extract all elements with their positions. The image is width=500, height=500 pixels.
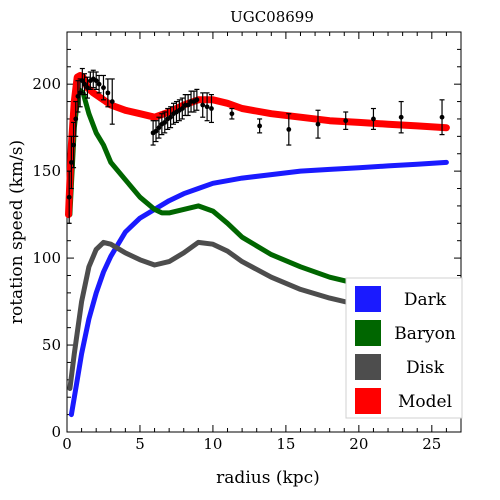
data-point [79, 78, 85, 84]
legend: Dark Baryon Disk Model [345, 277, 463, 419]
data-point [343, 118, 349, 124]
data-point [398, 114, 404, 120]
y-axis-label: rotation speed (km/s) [7, 140, 27, 324]
legend-label-dark: Dark [404, 290, 447, 310]
legend-swatch-baryon [355, 320, 381, 346]
x-tick-label: 15 [276, 435, 295, 453]
data-point [257, 123, 263, 129]
y-tick-label: 150 [32, 162, 61, 180]
series-line-baryon [67, 86, 449, 298]
legend-label-baryon: Baryon [394, 324, 456, 344]
data-point [229, 111, 235, 117]
series-line-disk [67, 239, 449, 391]
y-tick-label: 100 [32, 249, 61, 267]
data-point [105, 90, 111, 96]
data-point [168, 114, 174, 120]
data-point [371, 116, 376, 122]
data-point [93, 78, 99, 84]
data-point [75, 93, 81, 99]
data-point [71, 142, 76, 148]
y-axis: 0 50 100 150 200 [32, 48, 461, 441]
plot-frame [66, 31, 462, 433]
data-point [96, 81, 102, 87]
series-line-dark [68, 159, 449, 418]
data-point [101, 85, 106, 91]
data-point [179, 106, 185, 111]
data-point [185, 102, 191, 108]
x-tick-label: 25 [422, 435, 441, 453]
x-axis: 0 5 10 15 20 25 [62, 32, 447, 453]
data-point [439, 114, 445, 120]
y-tick-label: 50 [42, 336, 61, 354]
x-tick-label: 0 [62, 435, 72, 453]
data-point [162, 120, 168, 125]
legend-label-disk: Disk [406, 358, 445, 378]
data-point [153, 128, 159, 134]
data-point [156, 125, 162, 131]
data-point [200, 102, 206, 108]
data-point [82, 81, 87, 87]
data-point [286, 126, 292, 132]
x-tick-label: 5 [135, 435, 145, 453]
data-point [109, 99, 115, 104]
legend-swatch-disk [355, 354, 381, 380]
x-tick-label: 20 [349, 435, 368, 453]
observations-layer [66, 67, 445, 224]
series-line-model [65, 72, 450, 219]
x-tick-label: 10 [203, 435, 222, 453]
legend-swatch-model [355, 388, 381, 414]
y-tick-label: 200 [32, 75, 61, 93]
legend-swatch-dark [355, 286, 381, 312]
data-point [209, 106, 214, 111]
legend-label-model: Model [398, 392, 452, 412]
data-point [73, 116, 79, 122]
data-point [315, 121, 321, 127]
y-tick-label: 0 [51, 423, 61, 441]
data-point [194, 97, 200, 103]
data-point [204, 104, 210, 110]
data-point [66, 194, 72, 200]
chart-title: UGC08699 [230, 8, 314, 26]
x-axis-label: radius (kpc) [216, 468, 320, 488]
data-point [68, 160, 74, 165]
